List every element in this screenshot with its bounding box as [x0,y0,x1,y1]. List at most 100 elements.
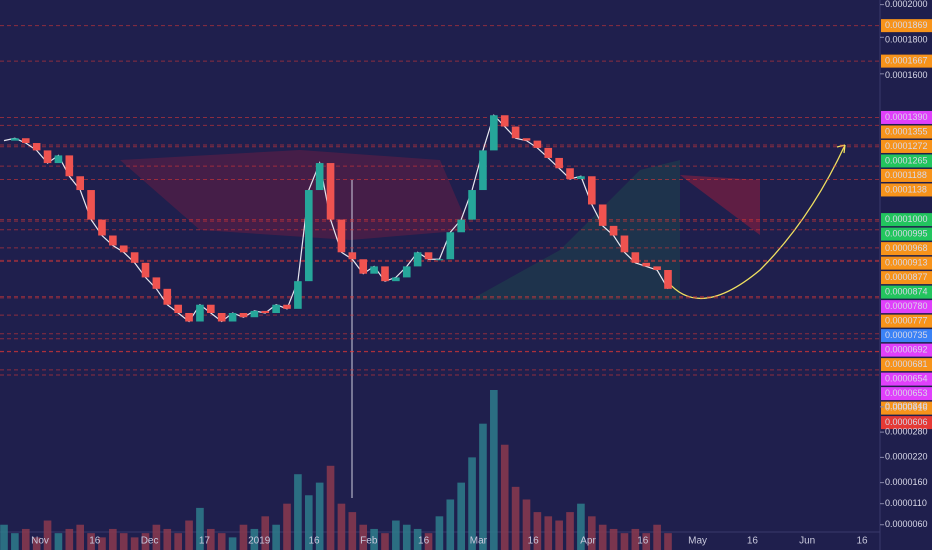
volume-bar [609,528,618,550]
price-label-box [881,227,932,241]
volume-bar [272,524,280,550]
volume-bar [196,507,204,550]
x-tick-label: 16 [747,536,759,547]
y-tick-label: 0.0000874 [885,286,928,296]
price-label-box [881,372,932,386]
volume-bar [65,528,74,550]
price-label-box [881,387,932,401]
volume-bar [598,524,607,550]
volume-bar [381,533,389,550]
candle [207,304,215,313]
candle [598,204,607,226]
volume-bar [294,474,302,550]
volume-bar [457,482,465,550]
volume-bar [185,520,193,550]
y-tick-label: 0.0000735 [885,330,928,340]
candle [250,310,259,318]
candle [359,259,368,274]
price-label-box [881,300,932,314]
price-label-box [881,329,932,343]
price-label-box [881,343,932,357]
price-label-box [881,416,932,430]
volume-bar [413,528,422,550]
x-tick-label: Mar [470,536,488,547]
price-label-box [881,110,932,124]
volume-bar [87,533,95,550]
y-tick-label: 0.0000340 [885,401,928,411]
y-tick-label: 0.0000780 [885,301,928,311]
candle [522,138,531,141]
cloud [120,150,470,240]
candle [555,157,563,169]
candle [631,252,640,263]
volume-bar [490,390,498,550]
volume-bar [359,524,368,550]
candle [119,245,128,253]
candle [392,277,400,282]
volume-bar [337,503,346,550]
volume-bar [642,533,651,550]
y-tick-label: 0.0001800 [885,35,928,45]
x-tick-label: 16 [637,536,649,547]
candle [533,140,542,148]
y-tick-label: 0.0001265 [885,155,928,165]
candle [228,312,237,322]
volume-bar [533,512,542,550]
candle [283,304,291,309]
candle [11,138,19,141]
volume-bar [511,486,520,550]
x-tick-label: Jun [799,536,815,547]
candle [54,155,63,164]
x-tick-label: 16 [89,536,101,547]
volume-bar [109,528,117,550]
candle [370,266,378,274]
candle [109,235,117,246]
price-label-box [881,54,932,68]
candle [337,219,346,253]
volume-bar [119,533,128,550]
y-tick-label: 0.0000877 [885,272,928,282]
price-label-box [881,125,932,139]
volume-bar [250,528,259,550]
price-label-box [881,19,932,33]
candle [304,190,313,282]
y-tick-label: 0.0001272 [885,141,928,151]
candle [43,150,52,164]
candle [98,219,106,236]
candle [141,262,150,278]
volume-bar [239,524,248,550]
candle [511,126,520,139]
volume-bar [620,533,629,550]
candle [620,235,629,253]
candle [468,190,476,220]
volume-bar [402,524,411,550]
candle [315,163,324,191]
x-tick-label: Apr [580,536,596,547]
volume-bar [392,520,400,550]
y-tick-label: 0.0000110 [885,498,927,508]
volume-bar [54,533,63,550]
volume-bar [424,533,433,550]
candle [326,163,335,220]
volume-bar [348,512,357,550]
volume-bar [207,528,215,550]
candle [653,266,661,271]
y-tick-label: 0.0000606 [885,417,928,427]
volume-bar [664,533,672,550]
y-tick-label: 0.0000060 [885,519,928,529]
volume-bar [43,520,52,550]
volume-bar [0,524,8,550]
volume-bar [163,528,172,550]
volume-bar [141,533,150,550]
volume-bar [653,524,661,550]
candle [381,266,389,282]
volume-bar [446,499,455,550]
candle [130,252,139,263]
volume-bar [174,533,182,550]
volume-bar [522,499,531,550]
y-tick-label: 0.0001869 [885,20,928,30]
volume-bar [326,465,335,550]
volume-bar [228,537,237,550]
candle [500,115,509,127]
